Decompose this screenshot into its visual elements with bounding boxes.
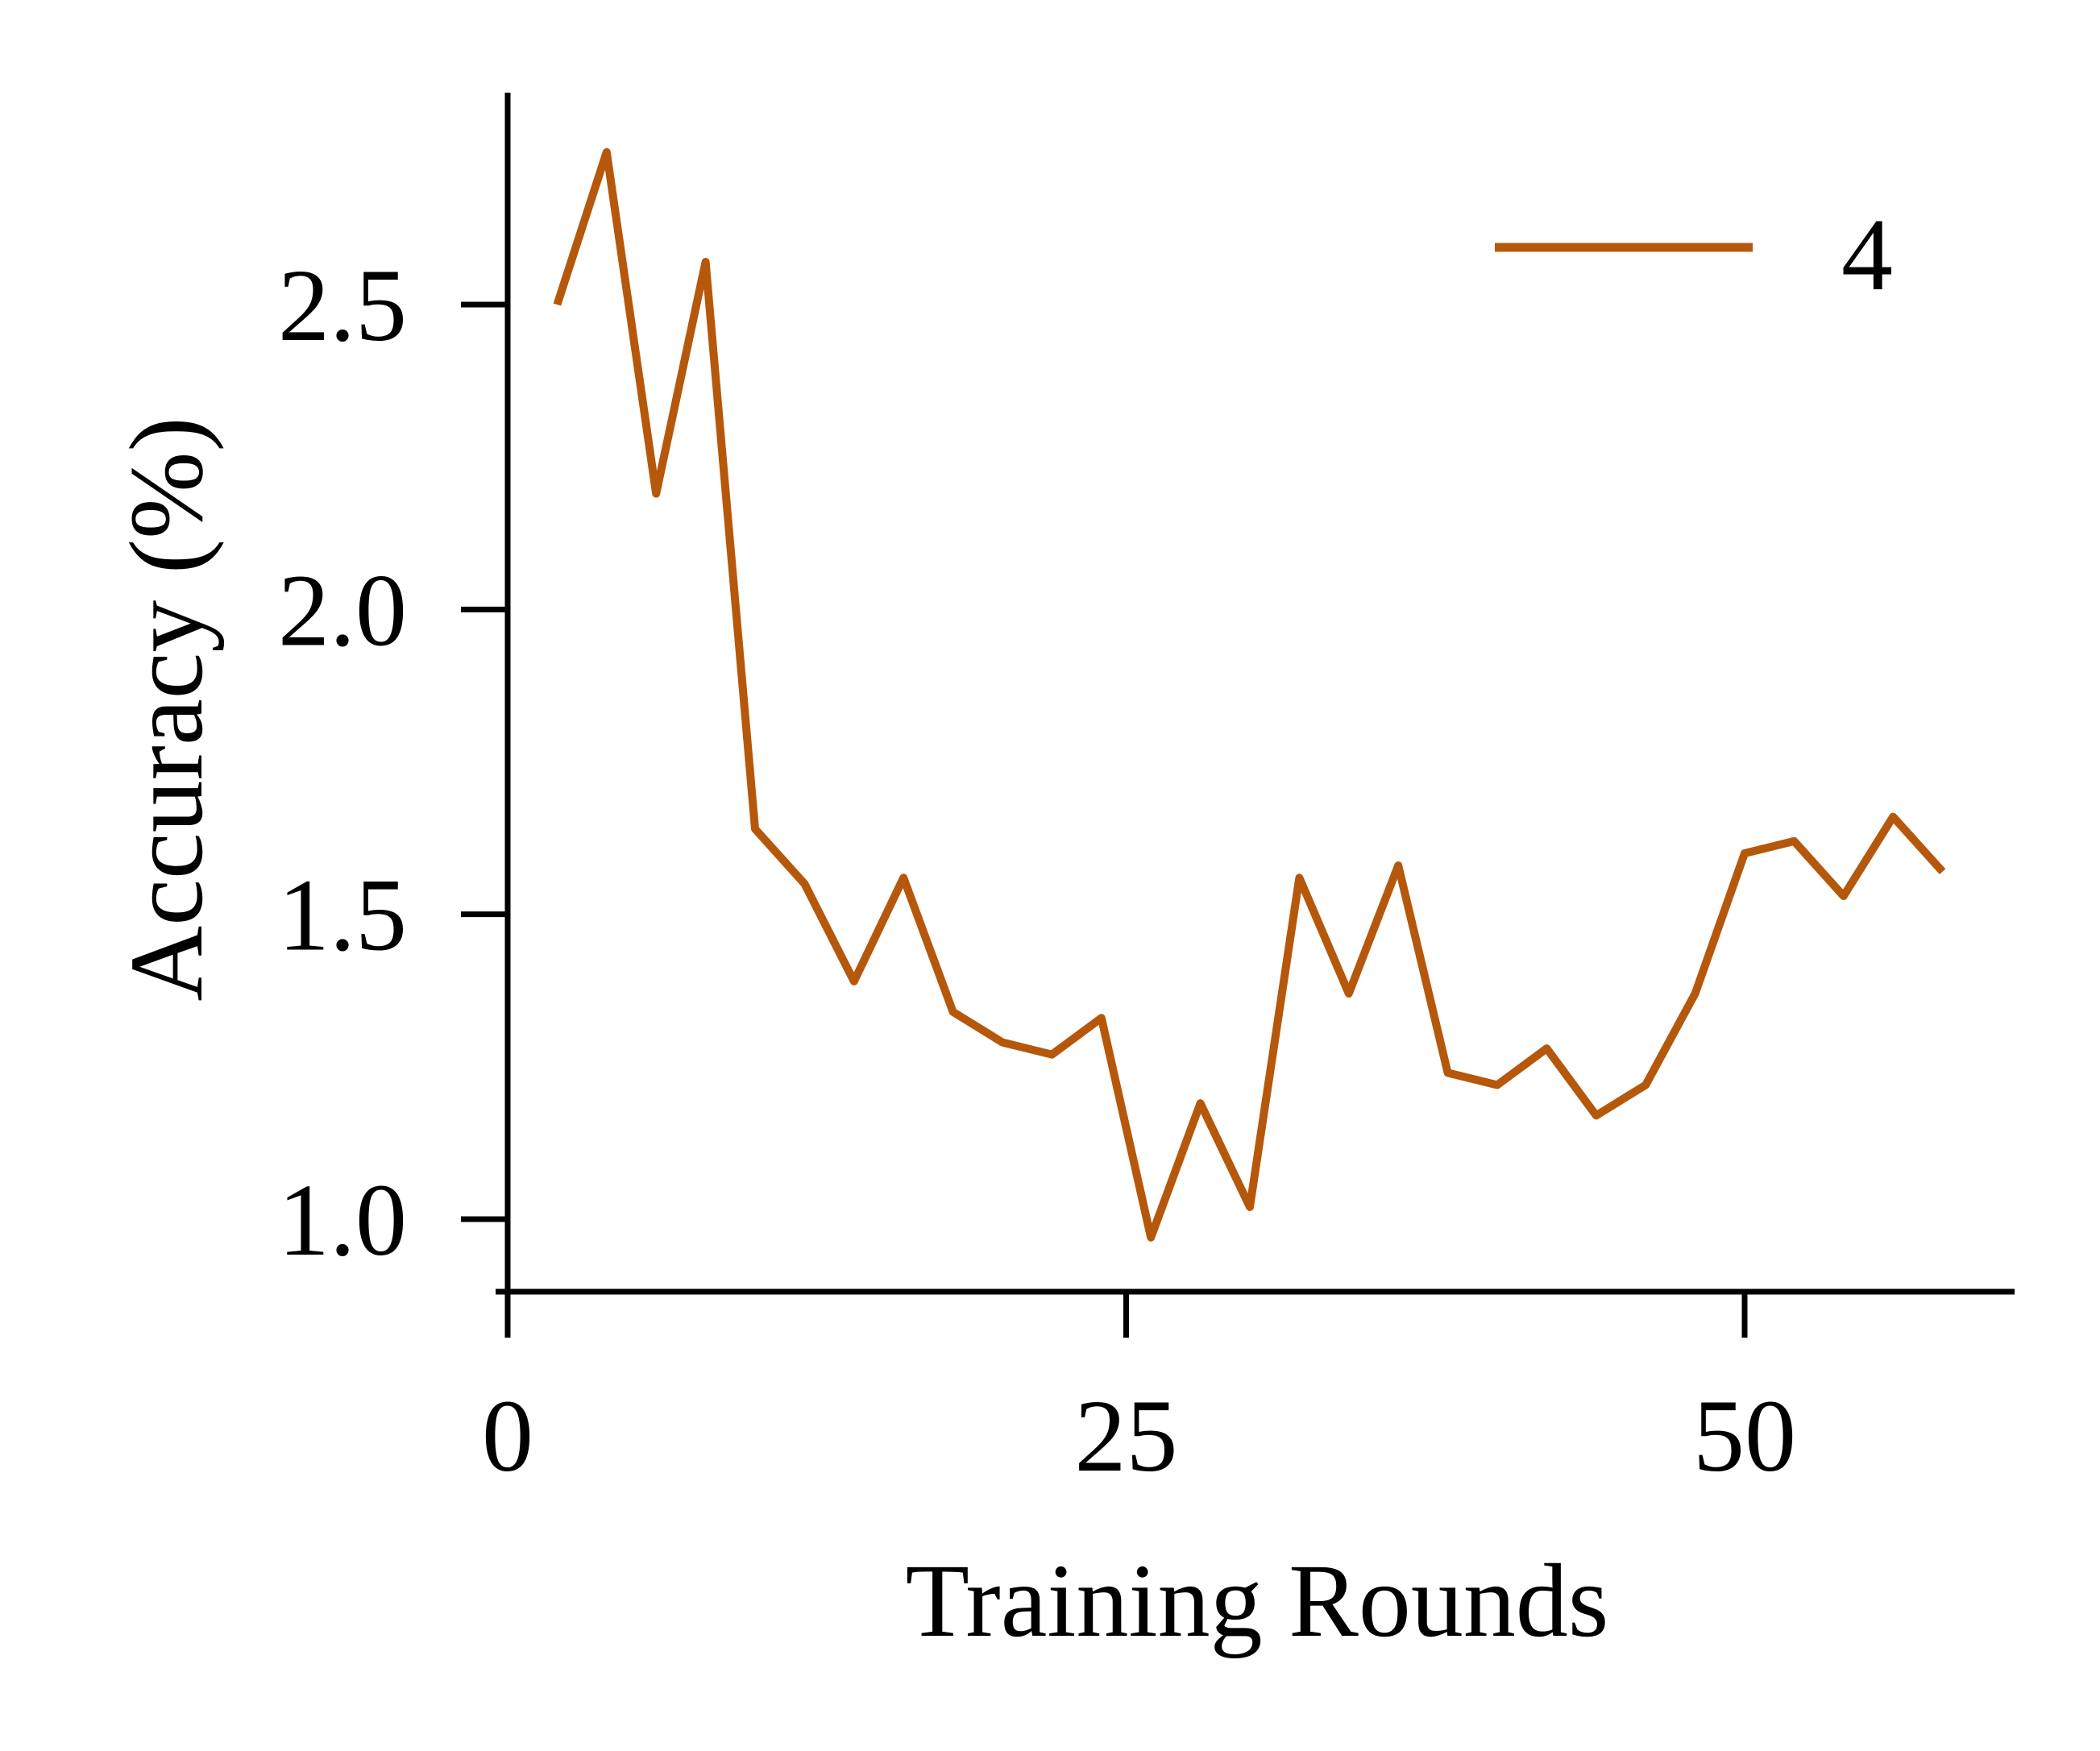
series-layer — [553, 147, 1946, 1242]
x-tick-label: 25 — [1075, 1379, 1178, 1493]
y-axis: 1.0 1.5 2.0 2.5 — [278, 93, 511, 1338]
y-tick-label: 2.5 — [278, 248, 407, 363]
x-axis: 0 25 50 — [482, 1288, 2015, 1493]
legend-label: 4 — [1841, 197, 1893, 312]
series-line — [553, 147, 1946, 1242]
y-tick-label: 1.5 — [278, 858, 407, 973]
legend: 4 — [1495, 197, 1893, 312]
x-tick-label: 50 — [1693, 1379, 1796, 1493]
y-axis-label: Accuracy (%) — [109, 417, 225, 1001]
y-tick-label: 1.0 — [278, 1163, 407, 1277]
x-axis-label: Training Rounds — [906, 1543, 1609, 1659]
y-tick-label: 2.0 — [278, 553, 407, 667]
x-tick-label: 0 — [482, 1379, 533, 1493]
